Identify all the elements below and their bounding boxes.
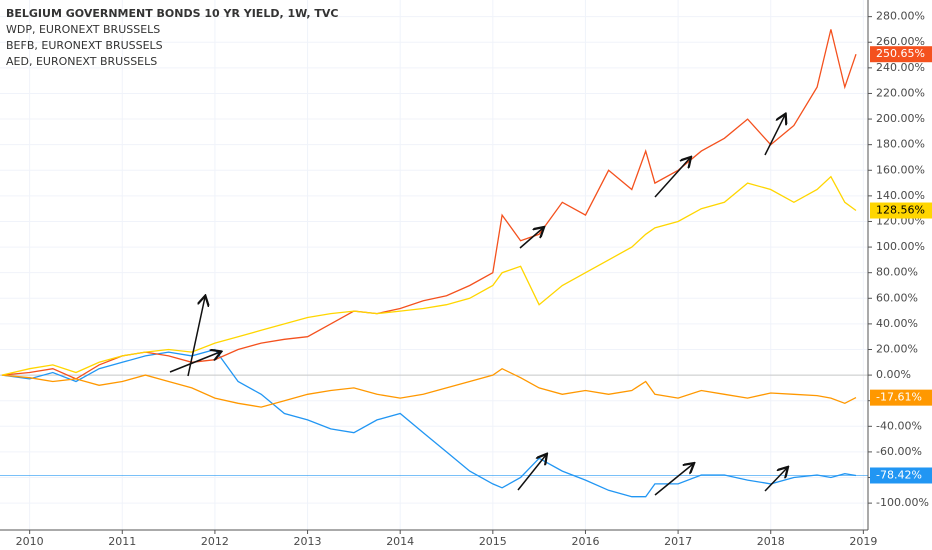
legend-entry: BELGIUM GOVERNMENT BONDS 10 YR YIELD, 1W… [6, 7, 338, 20]
y-tick-label: 40.00% [876, 317, 918, 330]
x-tick-label: 2014 [386, 535, 414, 548]
arrow [764, 115, 785, 156]
y-tick-label: 260.00% [876, 35, 925, 48]
y-tick-label: 80.00% [876, 266, 918, 279]
y-tick-label: -40.00% [876, 419, 922, 432]
x-tick-label: 2016 [571, 535, 599, 548]
legend-entry: AED, EURONEXT BRUSSELS [6, 55, 157, 68]
y-tick-label: 200.00% [876, 112, 925, 125]
legend-entry: BEFB, EURONEXT BRUSSELS [6, 39, 163, 52]
y-tick-label: 20.00% [876, 342, 918, 355]
grid [0, 0, 868, 530]
y-tick-label: 60.00% [876, 291, 918, 304]
x-tick-label: 2013 [294, 535, 322, 548]
x-tick-label: 2017 [664, 535, 692, 548]
legend: BELGIUM GOVERNMENT BONDS 10 YR YIELD, 1W… [6, 7, 338, 68]
x-tick-label: 2012 [201, 535, 229, 548]
x-tick-label: 2015 [479, 535, 507, 548]
last-value-box [870, 467, 932, 484]
series-line [1, 367, 857, 408]
arrow [187, 297, 205, 377]
last-value-box [870, 46, 932, 63]
arrow [517, 455, 546, 491]
x-tick-label: 2018 [757, 535, 785, 548]
y-tick-label: 0.00% [876, 368, 911, 381]
series-line [1, 175, 857, 376]
y-tick-label: 100.00% [876, 240, 925, 253]
x-tick-label: 2019 [849, 535, 877, 548]
last-value-box [870, 202, 932, 219]
x-tick-label: 2010 [16, 535, 44, 548]
series-line [1, 29, 857, 380]
y-tick-label: -60.00% [876, 445, 922, 458]
lines [0, 29, 868, 498]
y-tick-label: 140.00% [876, 189, 925, 202]
y-tick-label: 180.00% [876, 138, 925, 151]
arrow [519, 228, 543, 249]
last-value-box [870, 389, 932, 406]
series-line [1, 348, 857, 498]
last-value-label: -17.61% [876, 391, 922, 404]
arrow [764, 468, 787, 492]
y-tick-label: 220.00% [876, 86, 925, 99]
arrow [169, 352, 220, 373]
drawings [169, 115, 787, 496]
last-value-label: 128.56% [876, 204, 925, 217]
legend-entry: WDP, EURONEXT BRUSSELS [6, 23, 160, 36]
y-tick-label: 280.00% [876, 10, 925, 23]
y-tick-label: 240.00% [876, 61, 925, 74]
y-tick-label: 160.00% [876, 163, 925, 176]
last-value-label: 250.65% [876, 47, 925, 60]
y-tick-label: -100.00% [876, 496, 929, 509]
arrow [654, 158, 690, 198]
last-value-label: -78.42% [876, 468, 922, 481]
x-tick-label: 2011 [108, 535, 136, 548]
arrow [654, 464, 693, 496]
